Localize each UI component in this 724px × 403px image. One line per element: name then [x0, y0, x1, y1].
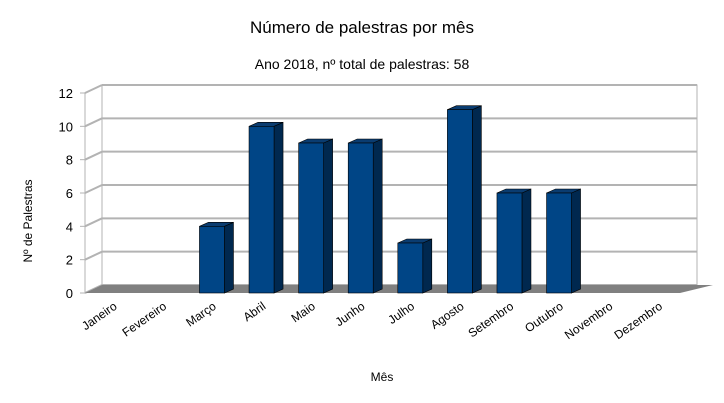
gridline-side	[84, 150, 103, 161]
x-tick-label: Maio	[289, 299, 319, 326]
y-tick-label: 12	[59, 86, 73, 101]
x-tick-label: Outubro	[522, 299, 566, 336]
bar-side	[472, 105, 482, 294]
x-tick-label: Março	[183, 299, 219, 330]
bar	[347, 142, 374, 294]
gridline-side	[84, 217, 103, 228]
bar-side	[571, 188, 581, 294]
bar-side	[273, 121, 284, 294]
x-tick-label: Julho	[385, 299, 417, 327]
bar	[298, 142, 324, 294]
x-axis-label: Mês	[371, 370, 394, 384]
x-tick-label: Junho	[333, 299, 368, 329]
bar	[546, 192, 572, 294]
bar	[397, 242, 424, 294]
bar-side	[323, 138, 333, 294]
x-tick-label: Agosto	[428, 299, 467, 332]
x-tick-label: Setembro	[466, 299, 517, 340]
y-axis-label: Nº de Palestras	[21, 179, 35, 262]
bar	[447, 109, 473, 294]
chart-title: Número de palestras por mês	[250, 18, 474, 37]
y-tick-label: 4	[66, 219, 73, 234]
bar-side	[422, 238, 433, 294]
bar	[496, 192, 523, 294]
gridline-side	[84, 250, 103, 261]
x-tick-label: Dezembro	[612, 299, 666, 342]
x-tick-label: Abril	[241, 299, 269, 324]
chart-subtitle: Ano 2018, nº total de palestras: 58	[255, 56, 470, 72]
y-tick-label: 6	[66, 186, 73, 201]
y-tick-label: 8	[66, 153, 73, 168]
bar-side	[372, 138, 383, 294]
y-tick-label: 0	[66, 286, 73, 301]
y-tick-label: 2	[66, 253, 73, 268]
bar-side	[224, 221, 234, 294]
bar-side	[521, 188, 532, 294]
gridline-side	[84, 84, 103, 94]
plot-area: 0 2 4 6 8 10 12 Janeiro Fevereiro Março Abril Maio J…	[59, 84, 713, 342]
bar	[248, 126, 275, 294]
bar	[199, 226, 225, 294]
x-tick-label: Fevereiro	[120, 299, 170, 340]
gridline-side	[84, 117, 103, 128]
y-tick-label: 10	[59, 119, 73, 134]
gridline-side	[84, 184, 103, 194]
x-tick-label: Novembro	[562, 299, 616, 342]
x-tick-label: Janeiro	[79, 299, 120, 333]
